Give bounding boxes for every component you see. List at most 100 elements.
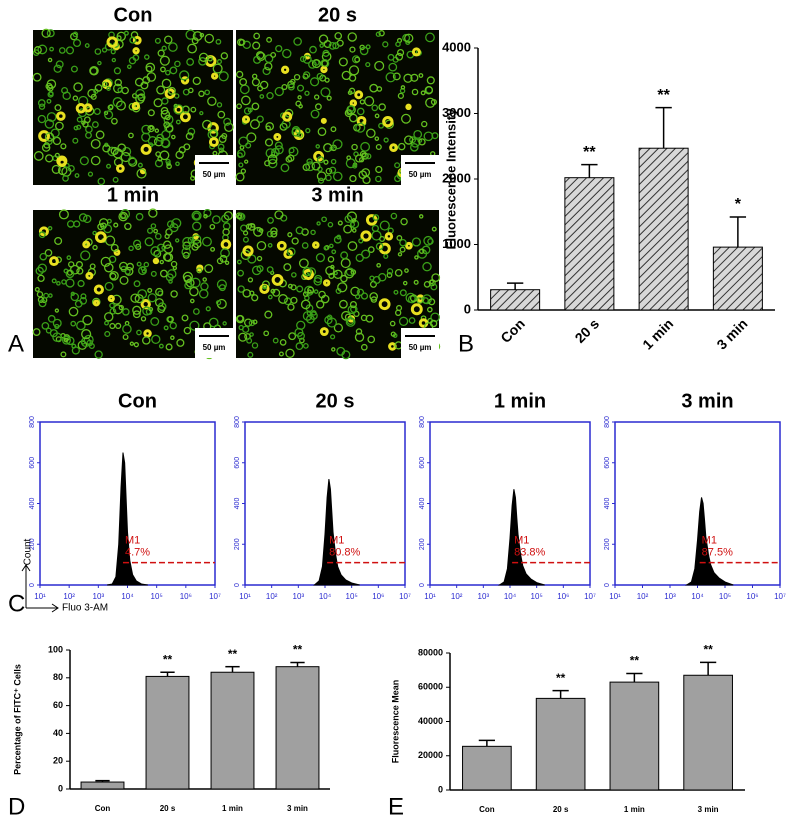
cell (315, 144, 320, 149)
cell (169, 223, 179, 233)
gate-percent: 80.8% (329, 546, 360, 558)
cell (245, 142, 252, 149)
cell (343, 224, 353, 234)
cell (396, 48, 405, 57)
cell (216, 102, 223, 108)
cell (224, 122, 234, 132)
cell (47, 91, 54, 98)
cell (333, 323, 344, 333)
cell (274, 141, 283, 150)
bar (275, 666, 320, 790)
cell (153, 136, 164, 147)
cell (145, 65, 153, 73)
cell (189, 298, 195, 304)
cell (331, 249, 337, 255)
cell (328, 272, 335, 279)
cell (49, 329, 58, 338)
cell (91, 121, 99, 128)
cell (340, 274, 348, 283)
cell (140, 143, 152, 155)
cell (160, 66, 166, 73)
cell (161, 138, 171, 149)
cell (424, 85, 434, 95)
cell (141, 132, 151, 142)
cell (92, 244, 98, 251)
cell (66, 255, 72, 261)
bar (638, 147, 689, 311)
cell (278, 351, 284, 357)
cell (320, 117, 327, 124)
cell (210, 246, 216, 252)
y-tick-label: 600 (419, 457, 426, 469)
x-axis-label: Fluo 3-AM (62, 603, 108, 614)
cell (304, 90, 310, 96)
panel-letter: D (8, 793, 25, 820)
cell (288, 147, 295, 154)
histogram-title: 1 min (494, 390, 546, 412)
cell (157, 49, 165, 57)
cell (143, 329, 152, 338)
cell (176, 338, 185, 347)
cell (276, 240, 287, 251)
cell (146, 72, 157, 82)
cell (378, 242, 391, 255)
cell (320, 65, 328, 74)
histogram-area (497, 489, 545, 586)
cell (354, 294, 361, 300)
cell (106, 36, 118, 48)
cell (395, 41, 401, 48)
cell (119, 275, 129, 285)
x-tick-label: 1 min (639, 315, 676, 352)
cell (238, 162, 244, 168)
cell (356, 107, 365, 116)
histogram-area (107, 452, 148, 586)
cell (47, 226, 53, 231)
y-tick-label: 80000 (418, 647, 443, 657)
cell (426, 76, 435, 85)
cell (115, 164, 125, 173)
y-tick-label: 600 (604, 457, 611, 469)
cell (425, 32, 435, 43)
cell (414, 255, 419, 260)
cell (81, 329, 92, 340)
cell (104, 312, 114, 322)
cell (83, 334, 94, 345)
cell (305, 161, 316, 172)
x-tick-label: 10⁶ (557, 592, 569, 601)
y-tick-label: 800 (604, 416, 611, 428)
cell (89, 66, 98, 75)
cell (148, 306, 154, 312)
cell (430, 98, 438, 106)
y-tick-label: 40000 (418, 716, 443, 726)
cell (150, 223, 157, 229)
cell (396, 235, 403, 241)
cell (285, 156, 293, 163)
cell (79, 296, 88, 305)
cell (386, 268, 394, 275)
cell (397, 252, 403, 257)
cell (115, 322, 122, 330)
cell (37, 99, 46, 107)
cell (418, 138, 426, 146)
x-tick-label: 20 s (553, 805, 569, 814)
cell (272, 337, 279, 344)
cell (66, 220, 75, 228)
cell (389, 320, 396, 327)
cell (33, 46, 42, 55)
cell (204, 33, 215, 44)
cell (378, 298, 391, 311)
cell (128, 56, 137, 65)
cell (309, 45, 317, 54)
cell (159, 55, 170, 66)
y-tick-label: 200 (604, 538, 611, 550)
cell (61, 86, 69, 94)
cell (355, 122, 366, 133)
cell (429, 319, 438, 328)
cell (337, 282, 348, 293)
cell (132, 47, 140, 55)
cell (402, 280, 408, 286)
cell (324, 315, 333, 325)
cell (83, 214, 92, 224)
cell (247, 223, 256, 231)
cell (70, 320, 77, 327)
